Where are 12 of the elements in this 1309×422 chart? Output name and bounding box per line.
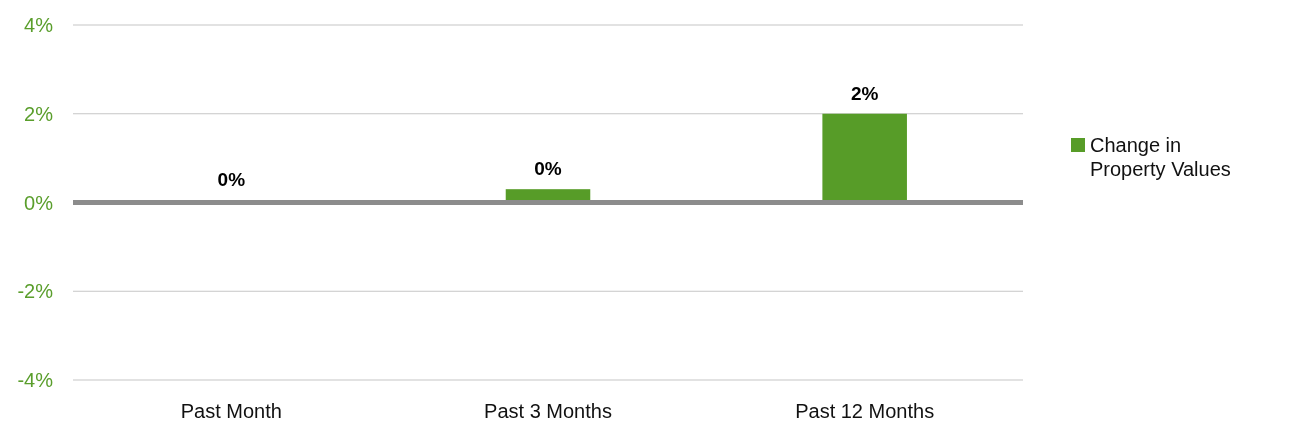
data-label: 0% — [217, 168, 246, 190]
y-tick-label: -2% — [17, 280, 54, 303]
x-tick-label: Past Month — [180, 400, 282, 422]
x-tick-label: Past 12 Months — [795, 400, 935, 422]
y-tick-label: 4% — [24, 14, 54, 36]
data-label: 0% — [534, 158, 562, 180]
data-label: 2% — [850, 82, 879, 104]
y-tick-label: 0% — [24, 191, 54, 214]
y-tick-label: -4% — [17, 369, 54, 391]
x-tick-label: Past 3 Months — [484, 400, 612, 422]
legend-label: Change in Property Values — [1090, 134, 1231, 180]
y-tick-label: 2% — [24, 102, 54, 125]
